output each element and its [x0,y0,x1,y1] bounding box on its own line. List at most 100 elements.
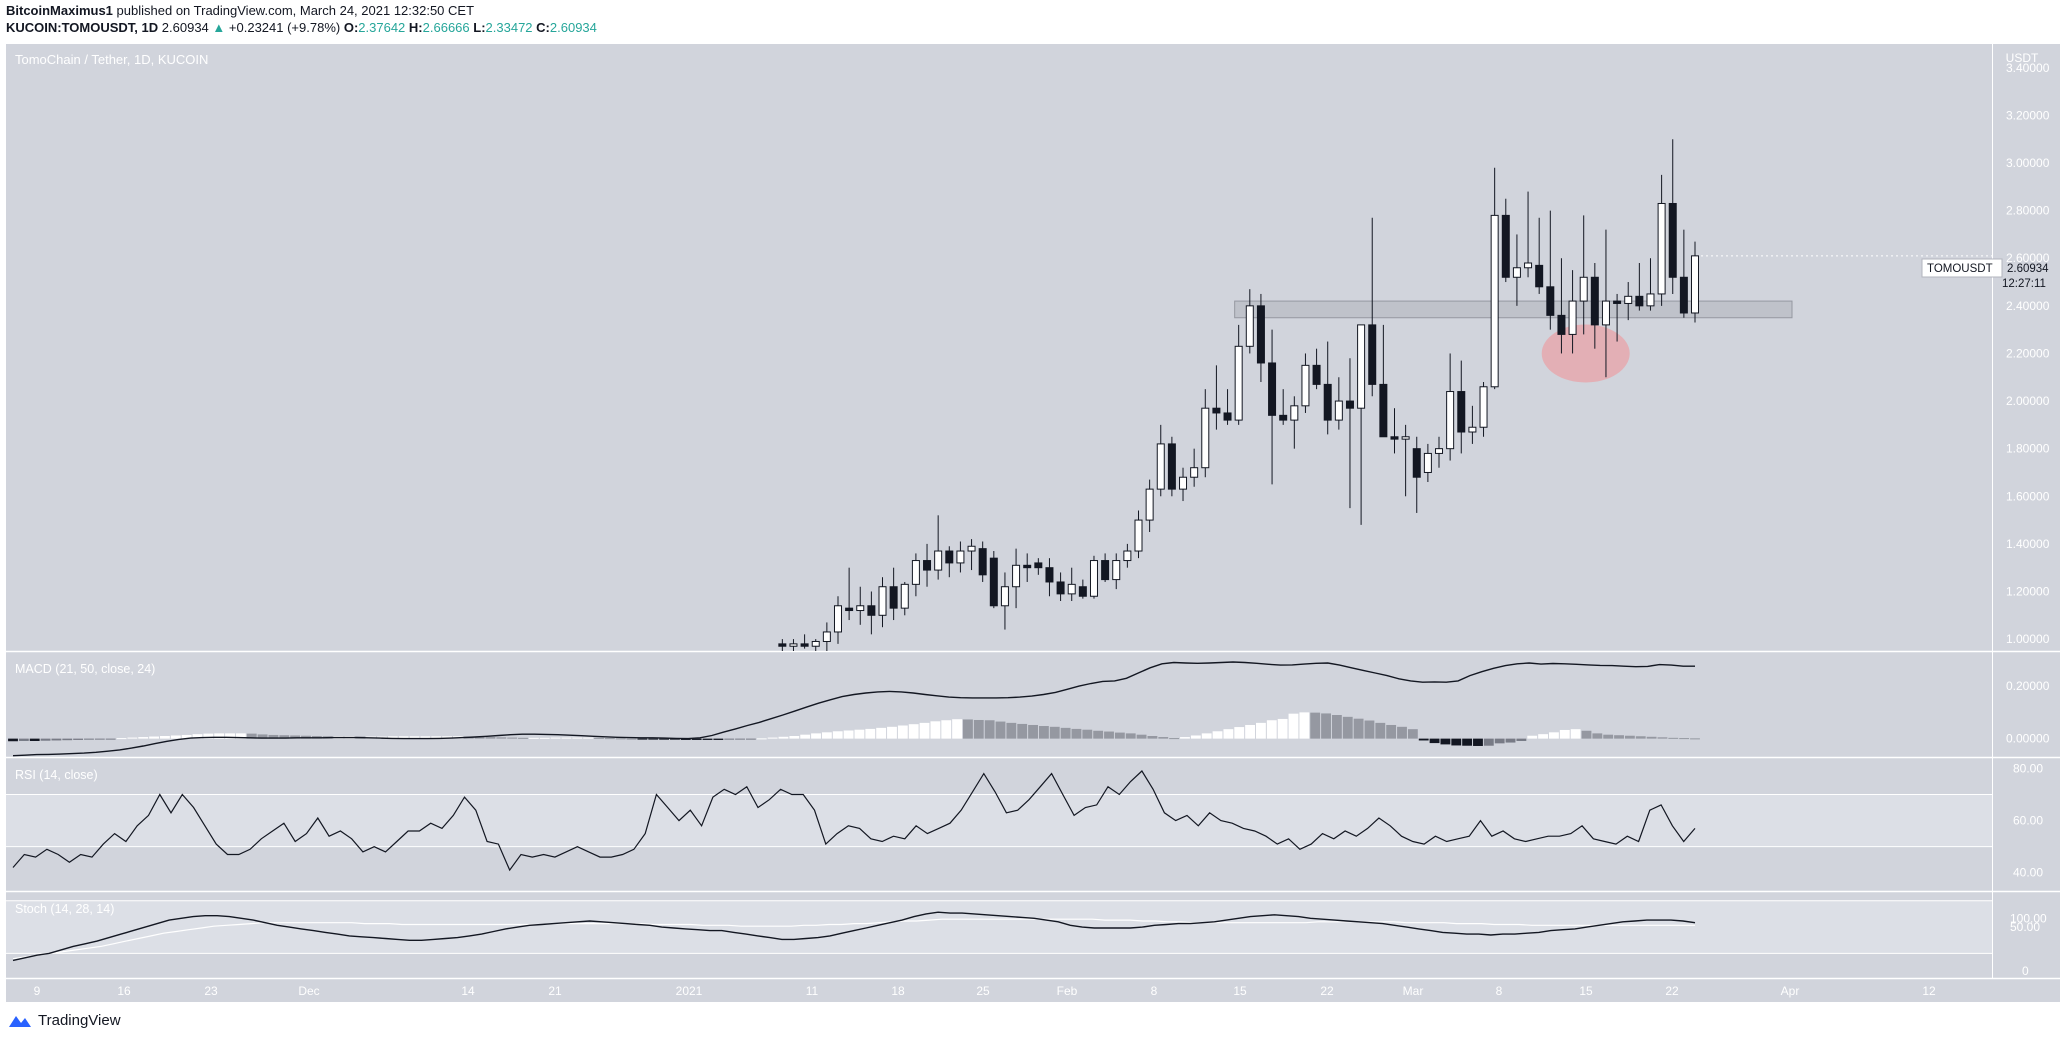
macd-histogram-bar [181,734,192,739]
macd-histogram-bar [1418,738,1429,741]
macd-histogram-bar [290,735,301,739]
macd-tick-label: 0.20000 [2006,679,2050,693]
macd-histogram-bar [897,725,908,739]
macd-histogram-bar [995,721,1006,739]
candle-body [1290,405,1299,421]
candle-body [822,631,831,642]
macd-histogram-bar [1375,722,1386,739]
time-tick-label: 22 [1665,984,1679,998]
high-label: H: [408,20,423,35]
macd-histogram-bar [604,738,615,740]
candle-body [1457,391,1466,433]
macd-histogram-bar [1538,734,1549,739]
low-label: L: [473,20,486,35]
macd-histogram-bar [1397,726,1407,739]
pane-background [6,44,1992,651]
macd-histogram-bar [778,736,789,739]
candle-body [1312,364,1321,385]
macd-histogram-bar [1331,715,1342,739]
price-axis-background [1992,758,2060,891]
stoch-tick-label: 0 [2022,964,2029,978]
macd-histogram-bar [800,734,811,739]
macd-histogram-bar [116,738,127,740]
rsi-line [12,770,1696,872]
macd-histogram-bar [843,730,854,739]
candle-body [1423,452,1432,473]
macd-histogram-bar [257,734,268,739]
open-label: O: [343,20,359,35]
macd-histogram-bar [518,737,528,739]
symbol-header: KUCOIN:TOMOUSDT, 1D 2.60934 ▲ +0.23241 (… [6,20,597,35]
macd-histogram-bar [1038,726,1049,739]
candle-body [1256,305,1265,364]
macd-histogram-bar [420,736,431,739]
price-axis-background [1992,652,2060,757]
candle-body [1345,400,1354,409]
candle-body [1501,214,1510,278]
macd-histogram-bar [887,726,897,739]
candle-body [1668,202,1677,278]
candle-body [1201,407,1210,469]
macd-histogram-bar [398,736,409,739]
macd-histogram-bar [496,737,507,739]
macd-histogram-bar [1505,738,1516,743]
price-tag-value: 2.60934 [2007,263,2049,275]
time-tick-label: 8 [1151,984,1158,998]
macd-histogram-bar [62,738,73,741]
macd-histogram-bar [18,738,29,741]
macd-histogram-bar [1364,720,1375,739]
time-tick-label: 14 [461,984,475,998]
macd-histogram-bar [1158,737,1169,739]
candle-body [1401,436,1410,440]
macd-histogram-bar [51,738,62,741]
macd-histogram-bar [1429,738,1440,744]
candle-body [1245,305,1254,347]
price-tick-label: 3.20000 [2006,108,2050,122]
macd-histogram-bar [485,737,496,739]
macd-histogram-bar [442,736,452,739]
macd-histogram-bar [637,738,648,740]
candle-body [1568,300,1577,335]
macd-histogram-bar [507,737,518,739]
macd-histogram-bar [1245,724,1256,739]
candle-body [867,605,876,616]
candle-body [1101,560,1110,581]
price-tick-label: 1.00000 [2006,632,2050,646]
time-tick-label: 2021 [676,984,703,998]
rsi-tick-label: 80.00 [2013,761,2043,775]
price-tick-label: 3.00000 [2006,156,2050,170]
macd-histogram-bar [1473,738,1483,746]
candle-body [1479,386,1488,428]
candle-body [1379,383,1388,438]
price-tick-label: 1.60000 [2006,489,2050,503]
candle-body [1301,364,1310,407]
macd-histogram-bar [1071,728,1082,739]
candle-body [1646,293,1655,307]
tradingview-brand[interactable]: TradingView [8,1012,121,1029]
candle-body [1435,448,1444,454]
macd-histogram-bar [1006,722,1017,739]
publish-header: BitcoinMaximus1 published on TradingView… [6,3,474,18]
macd-histogram-bar [973,719,984,739]
candle-body [1468,426,1477,433]
macd-histogram-bar [539,737,550,739]
macd-histogram-bar [235,733,246,739]
rsi-tick-label: 40.00 [2013,866,2043,880]
macd-histogram-bar [225,733,235,739]
macd-histogram-bar [908,724,919,739]
macd-histogram-bar [40,738,51,741]
time-tick-label: 11 [806,984,819,998]
up-arrow-icon: ▲ [212,20,226,35]
candle-body [967,545,976,552]
candlestick-series [778,139,1699,651]
candle-body [800,643,809,647]
author-name[interactable]: BitcoinMaximus1 [6,3,113,18]
macd-histogram-bar [1169,738,1180,740]
candle-body [1023,564,1032,569]
time-tick-label: 18 [891,984,905,998]
macd-histogram-bar [431,736,442,739]
candle-body [1112,560,1121,581]
time-tick-label: 15 [1233,984,1247,998]
macd-histogram-bar [246,733,257,739]
